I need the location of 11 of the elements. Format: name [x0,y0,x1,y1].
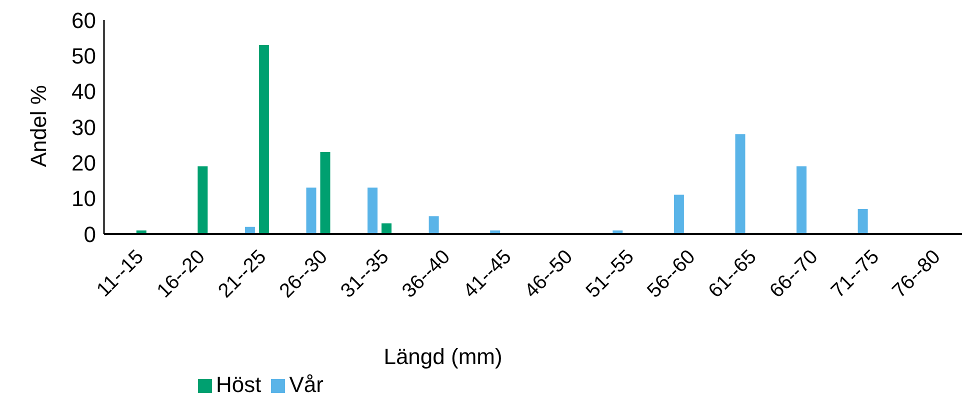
legend-label: Höst [216,372,262,397]
y-tick-label: 10 [72,186,96,212]
y-tick-label: 50 [72,43,96,68]
y-tick-label: 20 [72,150,96,176]
y-tick-label: 40 [72,79,96,104]
y-tick-label: 0 [84,222,96,247]
x-axis-title: Längd (mm) [384,344,502,369]
y-tick-label: 30 [72,114,96,140]
y-tick-label: 60 [72,8,96,33]
y-axis-title: Andel % [26,85,51,167]
legend-label: Vår [289,372,324,397]
